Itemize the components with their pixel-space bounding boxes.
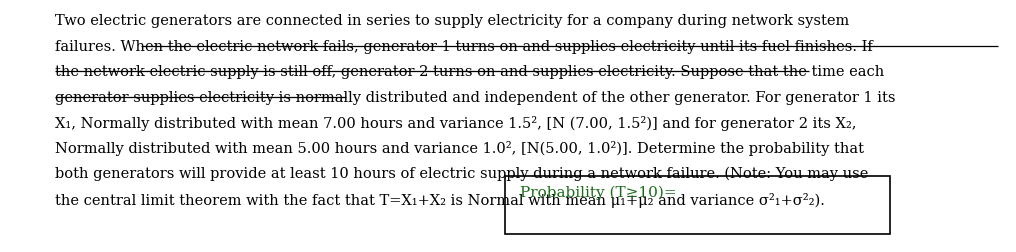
Text: failures. When the electric network fails, generator 1 turns on and supplies ele: failures. When the electric network fail… [55, 40, 873, 53]
Text: the central limit theorem with the fact that T=X₁+X₂ is Normal with mean μ₁+μ₂ a: the central limit theorem with the fact … [55, 193, 825, 207]
Text: X₁, Normally distributed with mean 7.00 hours and variance 1.5², [N (7.00, 1.5²): X₁, Normally distributed with mean 7.00 … [55, 116, 856, 131]
Text: Two electric generators are connected in series to supply electricity for a comp: Two electric generators are connected in… [55, 14, 849, 28]
Text: the network electric supply is still off, generator 2 turns on and supplies elec: the network electric supply is still off… [55, 65, 884, 79]
Bar [505, 176, 890, 234]
Text: generator supplies electricity is normally distributed and independent of the ot: generator supplies electricity is normal… [55, 90, 895, 105]
Text: both generators will provide at least 10 hours of electric supply during a netwo: both generators will provide at least 10… [55, 167, 869, 181]
Text: Probability (T≥10)=: Probability (T≥10)= [520, 186, 677, 200]
Text: Normally distributed with mean 5.00 hours and variance 1.0², [N(5.00, 1.0²)]. De: Normally distributed with mean 5.00 hour… [55, 142, 864, 156]
